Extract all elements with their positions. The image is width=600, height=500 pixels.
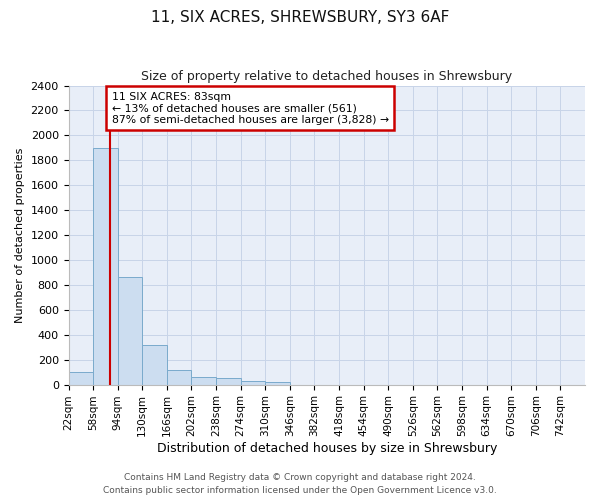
Bar (142, 346, 167, 385)
Y-axis label: Number of detached properties: Number of detached properties (15, 148, 25, 323)
Bar (68, 372, 93, 384)
Bar (216, 378, 241, 384)
Bar (191, 377, 216, 384)
Text: 11 SIX ACRES: 83sqm
← 13% of detached houses are smaller (561)
87% of semi-detac: 11 SIX ACRES: 83sqm ← 13% of detached ho… (112, 92, 389, 125)
Bar (167, 370, 191, 384)
Bar (265, 382, 290, 384)
Bar (241, 381, 265, 384)
X-axis label: Distribution of detached houses by size in Shrewsbury: Distribution of detached houses by size … (157, 442, 497, 455)
Bar (93, 148, 118, 384)
Text: Contains HM Land Registry data © Crown copyright and database right 2024.
Contai: Contains HM Land Registry data © Crown c… (103, 474, 497, 495)
Bar (118, 278, 142, 384)
Title: Size of property relative to detached houses in Shrewsbury: Size of property relative to detached ho… (141, 70, 512, 83)
Text: 11, SIX ACRES, SHREWSBURY, SY3 6AF: 11, SIX ACRES, SHREWSBURY, SY3 6AF (151, 10, 449, 25)
